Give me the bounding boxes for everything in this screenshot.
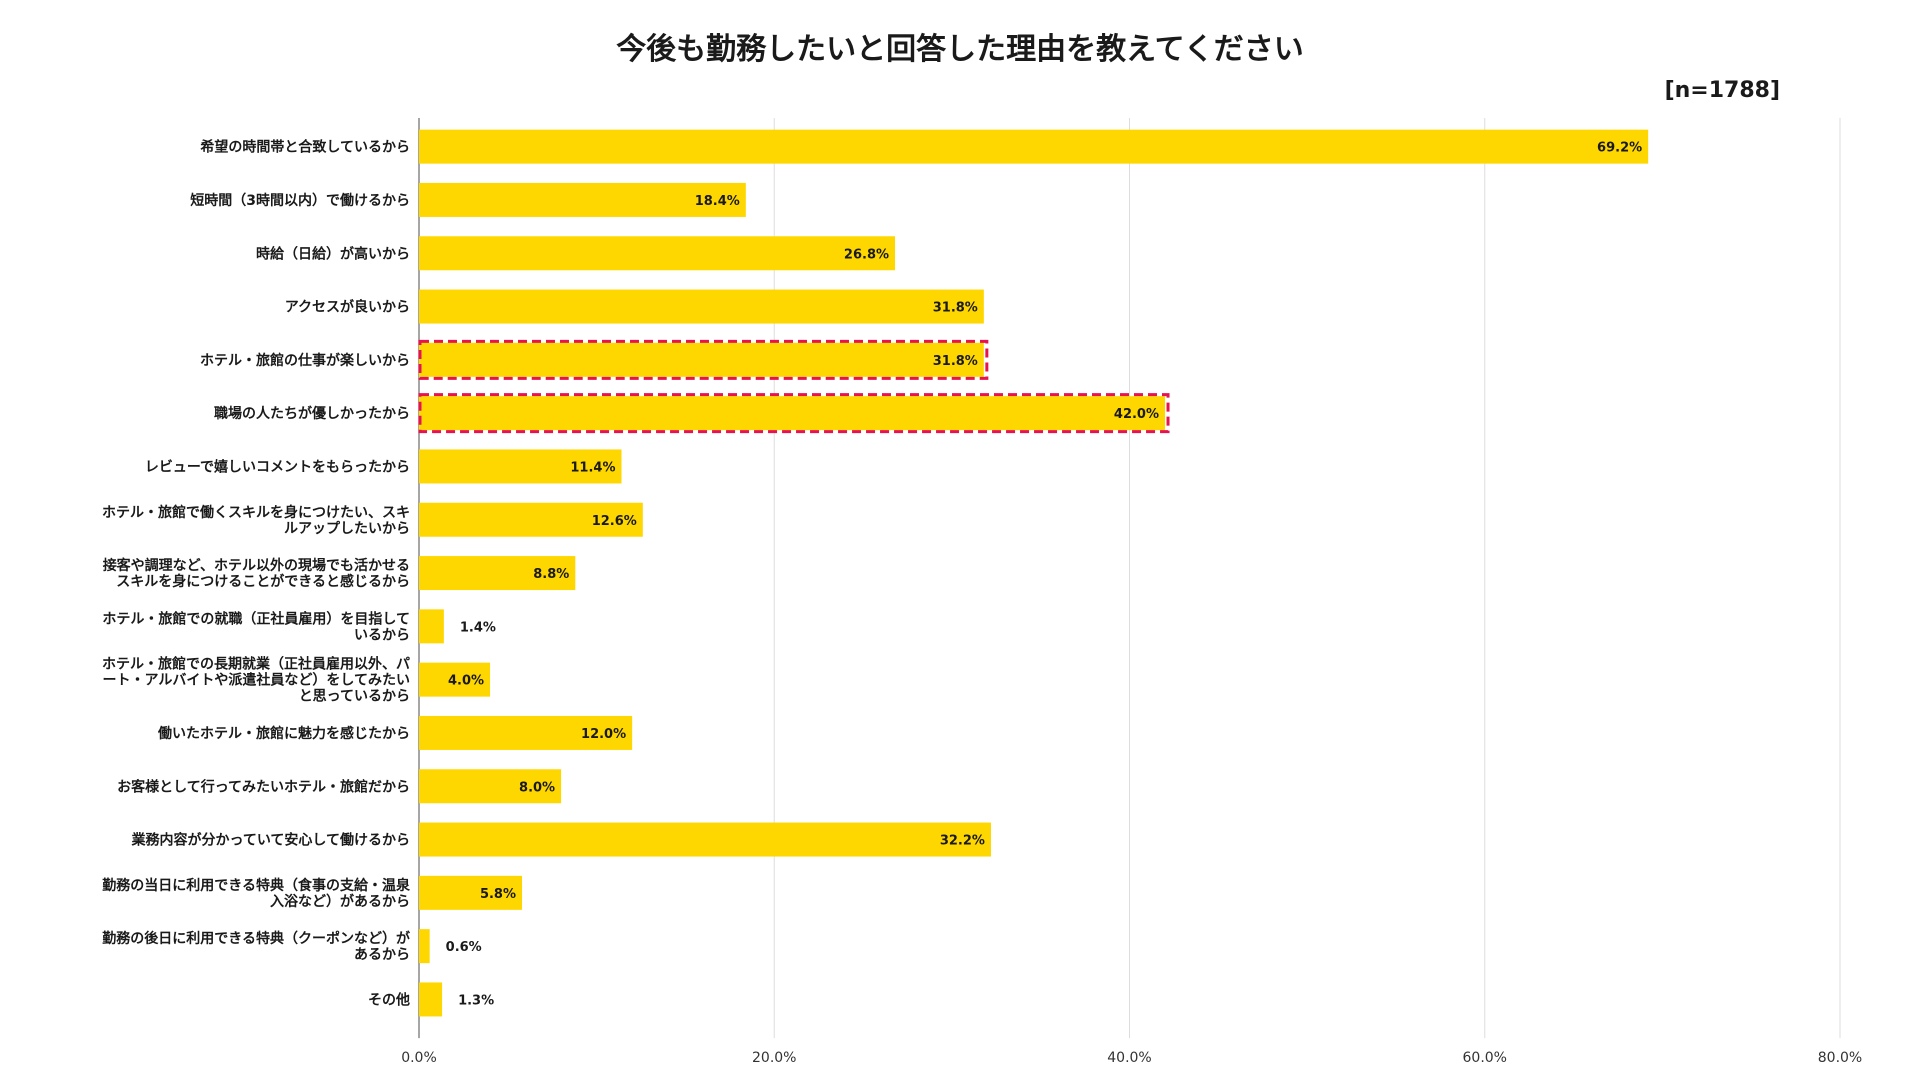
value-label: 4.0% xyxy=(448,674,484,689)
category-label: 時給（日給）が高いから xyxy=(256,245,410,262)
category-label: 勤務の後日に利用できる特典（クーポンなど）があるから xyxy=(102,930,411,963)
value-label: 0.6% xyxy=(446,940,482,955)
category-label: アクセスが良いから xyxy=(285,299,410,316)
x-tick-label: 40.0% xyxy=(1107,1050,1151,1066)
bar xyxy=(419,875,523,910)
bar xyxy=(419,129,1649,164)
tick-layer: 0.0% 20.0% 40.0% 60.0% 80.0% xyxy=(401,1050,1862,1066)
bar-layer xyxy=(418,129,1649,1017)
category-label: ホテル・旅館での長期就業（正社員雇用以外、パート・アルバイトや派遣社員など）をし… xyxy=(102,656,410,705)
category-label: その他 xyxy=(368,991,410,1008)
bar xyxy=(419,289,984,324)
category-label: 勤務の当日に利用できる特典（食事の支給・温泉入浴など）があるから xyxy=(102,877,411,910)
category-label: お客様として行ってみたいホテル・旅館だから xyxy=(117,778,410,795)
value-label: 42.0% xyxy=(1114,407,1159,422)
bar xyxy=(419,449,622,484)
bar xyxy=(419,342,984,377)
value-label: 1.3% xyxy=(458,993,494,1008)
label-layer: 希望の時間帯と合致しているから 69.2% 短時間（3時間以内）で働けるから 18.4… xyxy=(102,139,1642,1009)
bar xyxy=(419,502,643,537)
value-label: 1.4% xyxy=(460,620,496,635)
value-label: 12.0% xyxy=(581,727,626,742)
bar xyxy=(419,822,991,857)
value-label: 31.8% xyxy=(933,354,978,369)
bar xyxy=(419,982,443,1017)
value-label: 12.6% xyxy=(592,514,637,529)
bar xyxy=(419,609,444,644)
value-label: 18.4% xyxy=(695,194,740,209)
category-label: ホテル・旅館で働くスキルを身につけたい、スキルアップしたいから xyxy=(102,504,410,537)
bar xyxy=(419,769,562,804)
category-label: 短時間（3時間以内）で働けるから xyxy=(190,192,410,209)
category-label: レビューで嬉しいコメントをもらったから xyxy=(145,458,410,475)
value-label: 32.2% xyxy=(940,834,985,849)
category-label: ホテル・旅館での就職（正社員雇用）を目指しているから xyxy=(102,610,410,643)
value-label: 26.8% xyxy=(844,247,889,262)
category-label: ホテル・旅館の仕事が楽しいから xyxy=(200,352,410,369)
bar xyxy=(419,396,1166,431)
bar xyxy=(419,715,633,750)
x-tick-label: 80.0% xyxy=(1818,1050,1862,1066)
category-label: 接客や調理など、ホテル以外の現場でも活かせるスキルを身につけることができると感じ… xyxy=(103,557,410,590)
value-label: 11.4% xyxy=(570,460,615,475)
category-label: 職場の人たちが優しかったから xyxy=(214,405,410,422)
bar xyxy=(419,182,746,217)
category-label: 業務内容が分かっていて安心して働けるから xyxy=(131,832,410,849)
value-label: 8.8% xyxy=(533,567,569,582)
value-label: 5.8% xyxy=(480,887,516,902)
bar xyxy=(419,929,430,964)
category-label: 働いたホテル・旅館に魅力を感じたから xyxy=(157,725,410,742)
highlight-frame xyxy=(418,339,989,380)
value-label: 8.0% xyxy=(519,780,555,795)
x-tick-label: 60.0% xyxy=(1463,1050,1507,1066)
value-label: 31.8% xyxy=(933,301,978,316)
bar xyxy=(419,556,576,591)
x-tick-label: 20.0% xyxy=(752,1050,796,1066)
bar xyxy=(419,236,896,271)
bar xyxy=(419,662,491,697)
value-label: 69.2% xyxy=(1597,141,1642,156)
sample-size-label: [n=1788] xyxy=(1664,78,1780,103)
chart-title: 今後も勤務したいと回答した理由を教えてください xyxy=(616,32,1304,67)
x-tick-label: 0.0% xyxy=(401,1050,437,1066)
category-label: 希望の時間帯と合致しているから xyxy=(200,139,410,156)
